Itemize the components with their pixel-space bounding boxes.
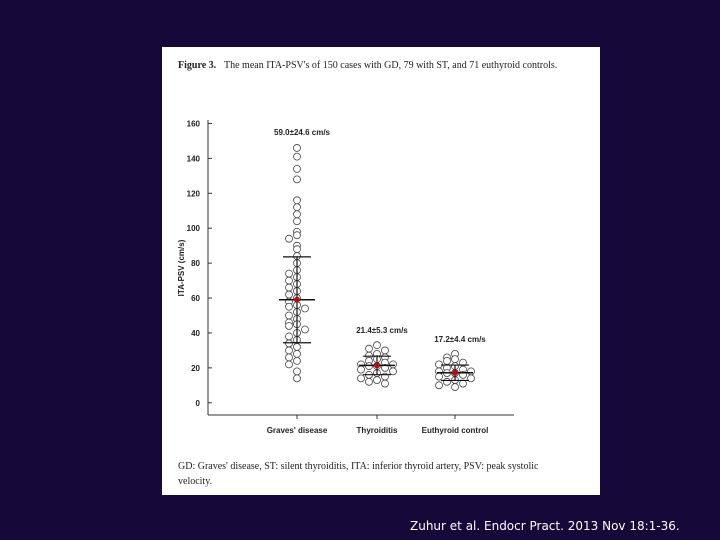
data-point — [467, 374, 475, 383]
y-tick-label: 100 — [187, 224, 201, 233]
data-point — [301, 325, 309, 334]
y-axis-title: ITA-PSV (cm/s) — [177, 239, 186, 296]
data-point — [293, 343, 301, 351]
data-point — [365, 344, 373, 353]
data-point — [285, 360, 293, 369]
data-point — [285, 283, 293, 292]
data-point — [373, 341, 381, 350]
y-tick-label: 80 — [191, 259, 200, 268]
data-point — [435, 381, 443, 390]
data-point — [285, 269, 293, 278]
y-tick-label: 120 — [187, 189, 201, 198]
data-point — [443, 377, 451, 386]
x-tick-label: Euthyroid control — [422, 426, 489, 435]
data-point — [293, 164, 301, 173]
mean-marker — [374, 362, 380, 369]
value-label: 21.4±5.3 cm/s — [356, 326, 408, 335]
data-point — [467, 367, 475, 376]
data-point — [285, 353, 293, 362]
data-point — [389, 360, 397, 369]
data-point — [381, 346, 389, 355]
value-label: 59.0±24.6 cm/s — [274, 128, 331, 137]
chart: Figure 3. The mean ITA-PSV's of 150 case… — [177, 60, 557, 487]
footnote-line: GD: Graves' disease, ST: silent thyroidi… — [178, 461, 539, 472]
x-tick-label: Thyroiditis — [357, 426, 398, 435]
data-point — [285, 302, 293, 311]
data-point — [357, 365, 365, 374]
y-tick-label: 160 — [187, 119, 201, 128]
data-point — [293, 175, 301, 184]
data-point — [293, 196, 301, 205]
data-point — [293, 374, 301, 383]
citation: Zuhur et al. Endocr Pract. 2013 Nov 18:1… — [410, 519, 680, 533]
y-tick-label: 20 — [191, 364, 200, 373]
y-tick-label: 40 — [191, 329, 200, 338]
data-point — [389, 367, 397, 376]
data-point — [435, 372, 443, 381]
footnote-line: velocity. — [178, 476, 212, 487]
data-point — [435, 360, 443, 369]
y-tick-label: 60 — [191, 294, 200, 303]
data-point — [301, 304, 309, 313]
data-point — [373, 376, 381, 384]
data-point — [293, 210, 301, 219]
data-point — [451, 355, 459, 364]
data-point — [293, 144, 301, 152]
data-point — [285, 234, 293, 243]
data-point — [365, 377, 373, 386]
data-point — [293, 203, 301, 212]
data-point — [285, 332, 293, 341]
data-point — [285, 311, 293, 320]
data-point — [293, 367, 301, 376]
data-point — [293, 245, 301, 254]
data-point — [293, 350, 301, 358]
data-point — [459, 379, 467, 388]
data-point — [381, 379, 389, 388]
data-point — [285, 346, 293, 355]
mean-marker — [294, 296, 300, 303]
data-point — [293, 231, 301, 240]
data-point — [443, 356, 451, 365]
figure-caption: The mean ITA-PSV's of 150 cases with GD,… — [224, 60, 557, 71]
data-point — [293, 152, 301, 161]
data-point — [285, 290, 293, 299]
data-point — [293, 217, 301, 226]
figure-panel: Figure 3. The mean ITA-PSV's of 150 case… — [162, 47, 600, 495]
y-tick-label: 0 — [196, 399, 201, 408]
figure-label: Figure 3. — [178, 60, 217, 71]
data-point — [293, 356, 301, 365]
y-tick-label: 140 — [187, 154, 201, 163]
data-point — [357, 374, 365, 383]
data-point — [285, 322, 293, 330]
mean-marker — [452, 369, 458, 376]
x-tick-label: Graves' disease — [267, 426, 328, 435]
value-label: 17.2±4.4 cm/s — [434, 335, 486, 344]
data-point — [451, 383, 459, 391]
data-point — [285, 339, 293, 348]
data-point — [285, 276, 293, 285]
